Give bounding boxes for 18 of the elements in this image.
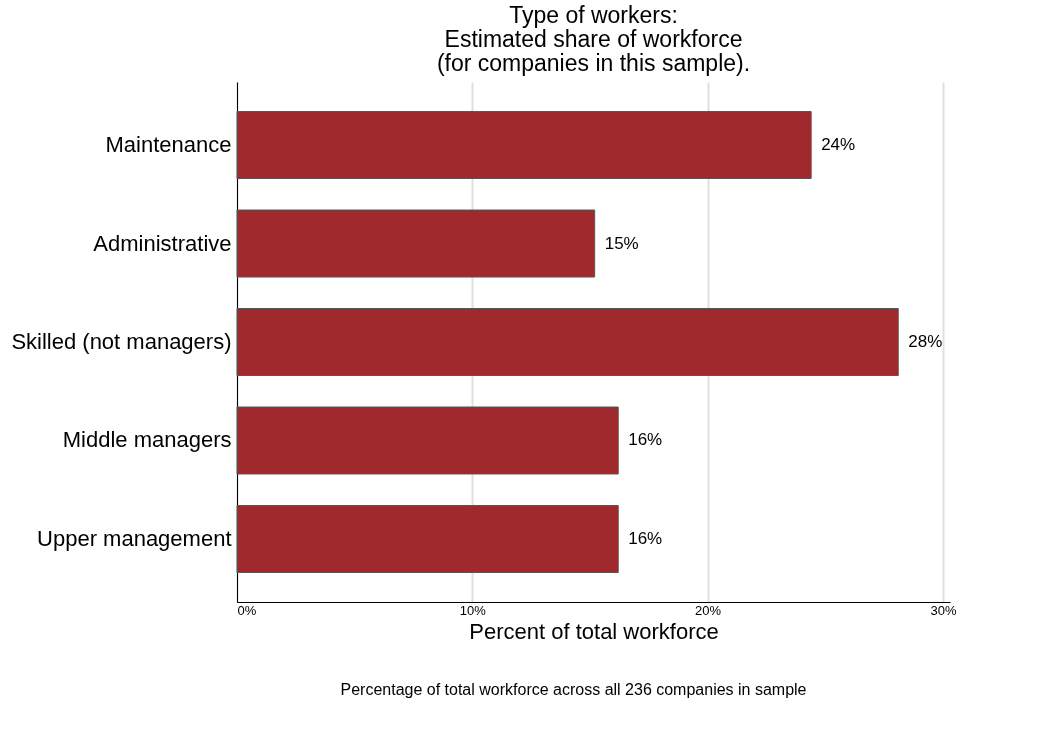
y-tick-label: Middle managers [62,427,232,453]
x-tick-label: 10% [459,602,487,618]
y-tick-label: Skilled (not managers) [11,329,232,354]
data-label: 28% [908,332,943,351]
data-label: 15% [604,233,639,253]
text: Type of workers: [509,2,678,28]
text: Percentage of total workforce across all 236 companies in sample [340,681,807,698]
data-label: 24% [821,135,856,155]
text: (for companies in this sample). [436,50,751,76]
x-axis-title: Percent of total workforce [469,618,719,644]
x-tick-label: 20% [695,602,722,618]
x-tick-label: 0% [237,602,257,618]
data-label: 16% [628,430,663,450]
x-tick-label: 30% [930,602,957,618]
y-tick-label: Administrative [93,230,232,256]
data-label: 16% [628,528,663,548]
y-tick-label: Maintenance [105,132,232,158]
y-tick-label: Upper management [37,525,232,551]
